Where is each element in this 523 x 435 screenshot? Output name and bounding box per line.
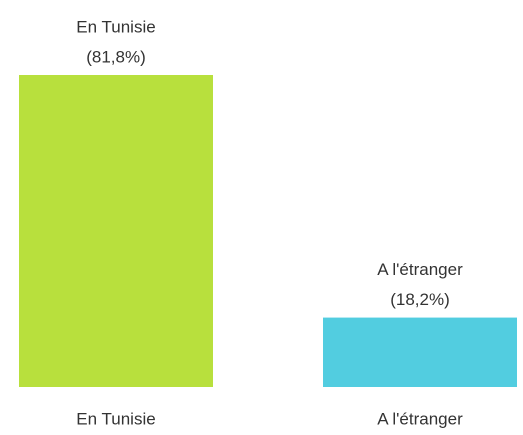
data-label-category: En Tunisie [76, 17, 155, 36]
x-tick-label: A l'étranger [377, 409, 463, 428]
bar [323, 317, 517, 387]
bar [19, 75, 213, 387]
x-tick-label: En Tunisie [76, 409, 155, 428]
data-label: (18,2%) [390, 290, 450, 309]
data-label-category: A l'étranger [377, 260, 463, 279]
data-label: (81,8%) [86, 47, 146, 66]
